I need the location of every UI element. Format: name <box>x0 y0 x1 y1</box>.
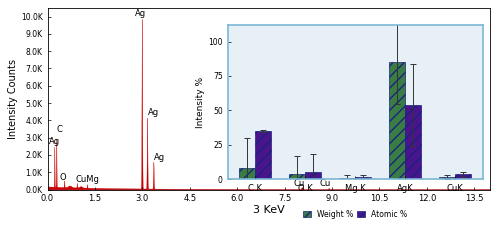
Text: Ag: Ag <box>154 153 165 163</box>
Bar <box>255 131 271 179</box>
Bar <box>339 178 355 179</box>
Bar <box>355 177 371 179</box>
Bar <box>455 174 471 179</box>
Legend: Weight %, Atomic %: Weight %, Atomic % <box>300 207 410 222</box>
Text: Ag: Ag <box>134 9 145 18</box>
Bar <box>239 168 255 179</box>
Text: O: O <box>60 173 66 182</box>
X-axis label: 3 KeV: 3 KeV <box>253 205 284 215</box>
Text: CuMg: CuMg <box>76 175 100 184</box>
Text: Cu: Cu <box>293 179 304 188</box>
Text: Ag: Ag <box>49 137 60 146</box>
Text: Ag: Ag <box>148 108 159 117</box>
Y-axis label: Intensity Counts: Intensity Counts <box>8 59 18 139</box>
Bar <box>289 174 305 179</box>
Bar <box>439 177 455 179</box>
Bar <box>389 62 405 179</box>
Text: Cu: Cu <box>320 179 330 188</box>
Y-axis label: Intensity %: Intensity % <box>196 76 205 128</box>
Bar <box>405 105 421 179</box>
Text: C: C <box>57 125 63 134</box>
Bar <box>305 172 321 179</box>
